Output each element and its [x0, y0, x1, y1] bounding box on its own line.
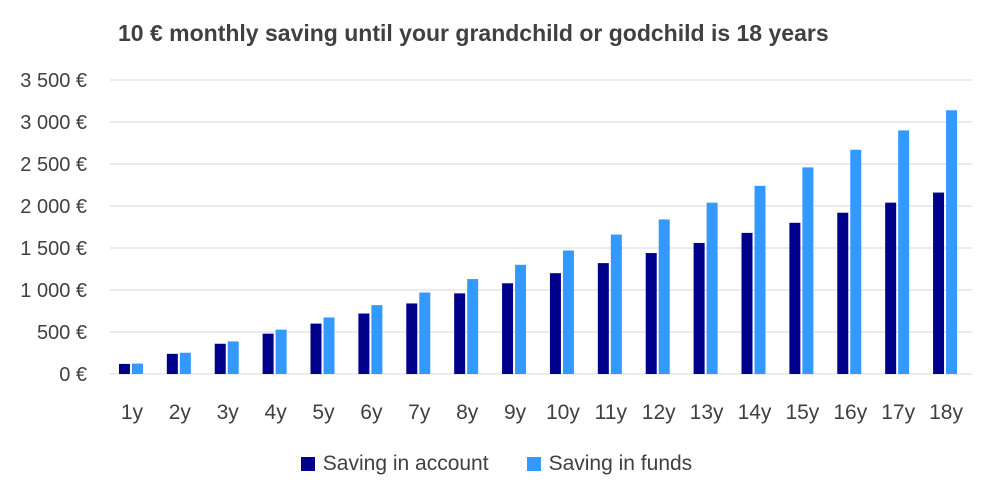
- legend-item-account: Saving in account: [300, 452, 489, 476]
- bar-account: [406, 303, 418, 374]
- bar-funds: [419, 292, 431, 374]
- bar-funds: [371, 305, 383, 374]
- bar-account: [741, 232, 753, 374]
- bar-account: [549, 273, 561, 374]
- bar-account: [214, 343, 226, 374]
- chart-title: 10 € monthly saving until your grandchil…: [118, 20, 829, 46]
- x-tick-label: 12y: [642, 401, 676, 424]
- bar-account: [837, 212, 849, 374]
- bar-account: [885, 202, 897, 374]
- bar-funds: [706, 202, 718, 374]
- bar-account: [166, 353, 178, 374]
- bar-funds: [802, 167, 814, 374]
- x-tick-label: 14y: [738, 401, 772, 424]
- chart-plot: 0 € 500 € 1 000 € 1 500 € 2 000 € 2 500 € 3 00…: [20, 70, 972, 424]
- bar-account: [118, 363, 130, 374]
- y-tick-label: 500 €: [37, 322, 87, 344]
- bar-funds: [946, 110, 958, 375]
- x-tick-label: 5y: [312, 401, 335, 424]
- bar-account: [693, 242, 705, 374]
- y-tick-label: 2 000 €: [20, 196, 87, 218]
- bar-funds: [227, 341, 239, 374]
- bar-funds: [658, 219, 670, 374]
- bar-funds: [610, 234, 622, 374]
- x-tick-label: 6y: [360, 401, 383, 424]
- bar-account: [262, 333, 274, 374]
- y-tick-label: 3 000 €: [20, 112, 87, 134]
- legend-item-funds: Saving in funds: [526, 452, 693, 476]
- x-tick-label: 7y: [408, 401, 431, 424]
- bar-funds: [562, 250, 574, 374]
- bar-funds: [898, 130, 910, 374]
- x-tick-label: 16y: [833, 401, 867, 424]
- y-tick-label: 0 €: [59, 364, 87, 386]
- x-tick-label: 9y: [504, 401, 527, 424]
- bar-funds: [467, 279, 479, 374]
- bar-account: [502, 283, 514, 374]
- x-tick-label: 11y: [595, 401, 628, 424]
- x-tick-label: 2y: [169, 401, 192, 424]
- x-tick-label: 10y: [546, 401, 580, 424]
- legend-swatch-account: [300, 457, 315, 471]
- legend: Saving in account Saving in funds: [0, 452, 993, 476]
- x-tick-label: 4y: [265, 401, 288, 424]
- y-tick-label: 3 500 €: [20, 70, 87, 92]
- bar-account: [310, 323, 322, 374]
- legend-label-account: Saving in account: [322, 452, 489, 475]
- bar-account: [358, 313, 370, 374]
- x-tick-label: 18y: [929, 401, 963, 424]
- bar-funds: [754, 185, 766, 374]
- bar-account: [789, 222, 801, 374]
- bar-funds: [179, 352, 191, 374]
- y-tick-label: 2 500 €: [20, 154, 87, 176]
- bar-account: [933, 192, 945, 374]
- bar-account: [597, 263, 609, 374]
- legend-swatch-funds: [526, 457, 541, 471]
- bar-funds: [275, 329, 287, 374]
- x-tick-label: 3y: [217, 401, 240, 424]
- bar-funds: [323, 317, 335, 374]
- bar-funds: [131, 363, 143, 374]
- x-tick-label: 13y: [690, 401, 724, 424]
- x-tick-label: 17y: [881, 401, 915, 424]
- bar-funds: [515, 264, 527, 374]
- x-tick-label: 8y: [456, 401, 479, 424]
- bar-funds: [850, 149, 862, 374]
- bar-account: [454, 293, 466, 374]
- x-tick-label: 1y: [121, 401, 144, 424]
- y-tick-label: 1 000 €: [20, 280, 87, 302]
- bar-account: [645, 253, 657, 374]
- x-tick-label: 15y: [785, 401, 819, 424]
- legend-label-funds: Saving in funds: [548, 452, 693, 475]
- y-tick-label: 1 500 €: [20, 238, 87, 260]
